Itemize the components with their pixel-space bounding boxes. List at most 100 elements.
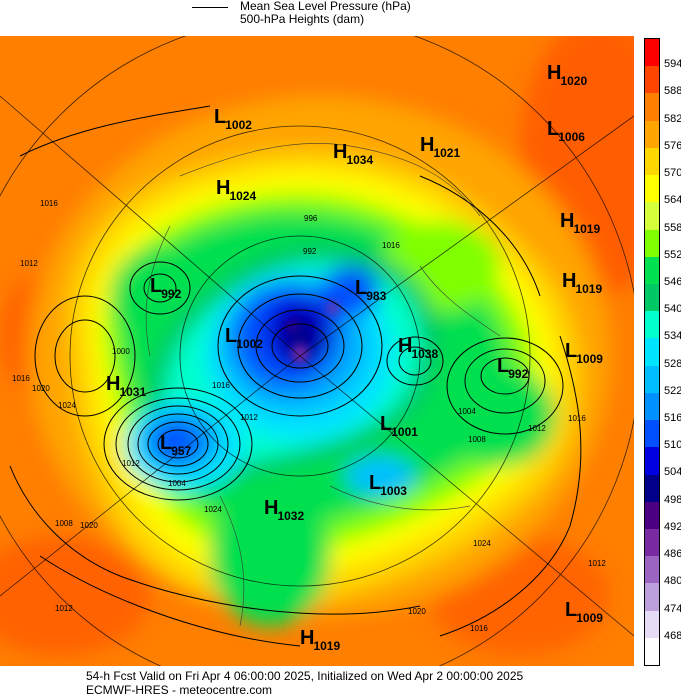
- isobar-label: 1012: [528, 424, 546, 433]
- height-colorbar: [644, 38, 660, 666]
- colorbar-segment: [645, 93, 659, 121]
- low-pressure-center: L1001: [380, 413, 418, 439]
- isobar-label: 1004: [168, 479, 186, 488]
- isobar-label: 1008: [55, 519, 73, 528]
- colorbar-tick-label: 468: [664, 629, 681, 642]
- colorbar-segment: [645, 474, 659, 502]
- colorbar-tick-label: 510: [664, 439, 681, 452]
- forecast-map: 1016 1012 1008 1000 1020 1024 1016 1012 …: [0, 36, 634, 666]
- colorbar-tick-label: 576: [664, 139, 681, 152]
- isobar-label: 1016: [40, 199, 58, 208]
- legend-header: Mean Sea Level Pressure (hPa) 500-hPa He…: [0, 0, 681, 36]
- colorbar-segment: [645, 392, 659, 421]
- colorbar-segment: [645, 66, 659, 94]
- colorbar-segment: [645, 528, 659, 557]
- low-pressure-center: L983: [355, 277, 387, 303]
- isobar-label: 996: [304, 214, 318, 223]
- high-pressure-center: H1019: [562, 270, 603, 296]
- colorbar-tick-label: 564: [664, 194, 681, 207]
- isobar-label: 1012: [55, 604, 73, 613]
- isobars: [9, 105, 582, 647]
- colorbar-tick-label: 486: [664, 548, 681, 561]
- isobar-label: 1016: [470, 624, 488, 633]
- colorbar-tick-label: 492: [664, 520, 681, 533]
- isobar-label: 1016: [12, 374, 30, 383]
- colorbar-tick-label: 528: [664, 357, 681, 370]
- isobar-label: 1012: [588, 559, 606, 568]
- isobar-label: 1024: [473, 539, 491, 548]
- colorbar-segment: [645, 175, 659, 203]
- isobar-label: 1000: [112, 347, 130, 356]
- low-pressure-center: L992: [150, 275, 182, 301]
- colorbar-segment: [645, 311, 659, 339]
- colorbar-segment: [645, 256, 659, 284]
- isobar-label: 1016: [382, 241, 400, 250]
- isobar-label: 1024: [58, 401, 76, 410]
- model-source-text: ECMWF-HRES - meteocentre.com: [86, 683, 273, 697]
- colorbar-tick-label: 480: [664, 575, 681, 588]
- colorbar-tick-label: 504: [664, 466, 681, 479]
- colorbar-segment: [645, 283, 659, 312]
- isobar-label: 1016: [568, 414, 586, 423]
- colorbar-segment: [645, 338, 659, 366]
- low-pressure-center: L1009: [565, 340, 603, 366]
- colorbar-segment: [645, 583, 659, 611]
- colorbar-tick-label: 546: [664, 275, 681, 288]
- isobar-label: 1016: [212, 381, 230, 390]
- isobar-label: 1020: [32, 384, 50, 393]
- colorbar-tick-label: 582: [664, 112, 681, 125]
- isobar-label: 1024: [204, 505, 222, 514]
- colorbar-segment: [645, 120, 659, 148]
- map-canvas: 1016 1012 1008 1000 1020 1024 1016 1012 …: [0, 36, 634, 666]
- colorbar-segment: [645, 229, 659, 257]
- low-pressure-center: L1003: [369, 472, 407, 498]
- colorbar-tick-label: 594: [664, 58, 681, 71]
- isobar-label: 1012: [20, 259, 38, 268]
- low-pressure-center: L1006: [547, 118, 585, 144]
- colorbar-segment: [645, 147, 659, 176]
- colorbar-segment: [645, 556, 659, 584]
- low-pressure-center: L992: [497, 355, 529, 381]
- high-pressure-center: H1020: [547, 62, 588, 88]
- colorbar-segment: [645, 637, 659, 666]
- high-pressure-center: H1019: [560, 210, 601, 236]
- colorbar-segment: [645, 501, 659, 529]
- footer: 54-h Fcst Valid on Fri Apr 4 06:00:00 20…: [0, 669, 681, 700]
- colorbar-segment: [645, 202, 659, 230]
- colorbar-segment: [645, 420, 659, 448]
- colorbar-tick-label: 516: [664, 412, 681, 425]
- colorbar-tick-label: 552: [664, 248, 681, 261]
- colorbar-segment: [645, 365, 659, 393]
- high-pressure-center: H1032: [264, 497, 305, 523]
- isobar-label: 1020: [408, 607, 426, 616]
- colorbar-tick-label: 558: [664, 221, 681, 234]
- low-pressure-center: L1009: [565, 599, 603, 625]
- colorbar-segment: [645, 610, 659, 638]
- isobar-label: 1012: [240, 413, 258, 422]
- mslp-legend-label: Mean Sea Level Pressure (hPa): [240, 0, 411, 13]
- high-pressure-center: H1024: [216, 177, 257, 203]
- forecast-validity-text: 54-h Fcst Valid on Fri Apr 4 06:00:00 20…: [86, 669, 524, 683]
- high-pressure-center: H1019: [300, 627, 341, 653]
- colorbar-tick-label: 498: [664, 493, 681, 506]
- colorbar-segment: [645, 39, 659, 67]
- colorbar-tick-label: 474: [664, 602, 681, 615]
- isobar-label: 1020: [80, 521, 98, 530]
- colorbar-tick-label: 534: [664, 330, 681, 343]
- isobar-label: 1004: [458, 407, 476, 416]
- low-pressure-center: L1002: [225, 325, 263, 351]
- isobar-label: 1012: [122, 459, 140, 468]
- mslp-legend-line: [192, 7, 228, 8]
- high-pressure-center: H1031: [106, 373, 147, 399]
- high-pressure-center: H1034: [333, 141, 374, 167]
- high-pressure-center: H1038: [398, 335, 439, 361]
- high-pressure-center: H1021: [420, 134, 461, 160]
- colorbar-segment: [645, 447, 659, 475]
- colorbar-tick-label: 588: [664, 85, 681, 98]
- low-pressure-center: L957: [160, 432, 192, 458]
- heights-legend-label: 500-hPa Heights (dam): [240, 12, 365, 26]
- low-pressure-center: L1002: [214, 106, 252, 132]
- coastlines: [145, 143, 501, 627]
- isobar-label: 992: [303, 247, 317, 256]
- isobar-value-labels: 1016 1012 1008 1000 1020 1024 1016 1012 …: [12, 199, 606, 633]
